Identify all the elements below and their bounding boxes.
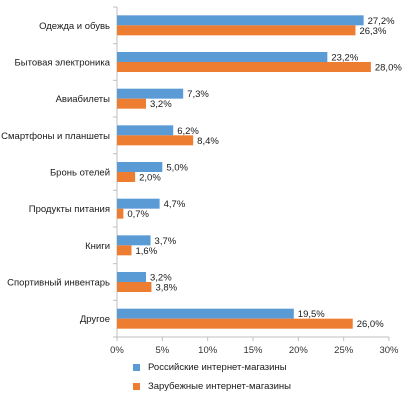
category-label: Другое xyxy=(80,314,110,325)
data-label-foreign: 26,0% xyxy=(357,319,384,330)
category-label: Книги xyxy=(85,241,110,252)
category-label: Смартфоны и планшеты xyxy=(1,131,110,142)
legend-item-foreign: Зарубежные интернет-магазины xyxy=(133,381,408,392)
x-tick-label: 15% xyxy=(243,345,263,356)
data-label-russian: 7,3% xyxy=(187,89,209,100)
data-label-russian: 3,2% xyxy=(150,273,172,284)
category-label: Бытовая электроника xyxy=(15,58,111,69)
x-tick-label: 0% xyxy=(110,345,124,356)
x-tick-label: 10% xyxy=(198,345,218,356)
data-label-foreign: 0,7% xyxy=(127,209,149,220)
bar-foreign xyxy=(117,25,356,36)
bar-foreign xyxy=(117,172,136,182)
data-label-foreign: 1,6% xyxy=(136,246,158,257)
data-label-russian: 6,2% xyxy=(177,126,199,137)
legend-label-russian: Российские интернет-магазины xyxy=(148,362,287,373)
bar-russian xyxy=(117,235,151,246)
data-label-russian: 27,2% xyxy=(368,16,395,27)
data-label-russian: 4,7% xyxy=(164,199,186,210)
bar-foreign xyxy=(117,245,132,256)
legend-swatch-russian xyxy=(133,364,140,371)
category-label: Продукты питания xyxy=(29,204,110,215)
legend-label-foreign: Зарубежные интернет-магазины xyxy=(148,381,291,392)
x-tick-label: 25% xyxy=(334,345,354,356)
bar-foreign xyxy=(117,98,147,109)
bar-foreign xyxy=(117,62,371,72)
category-label: Одежда и обувь xyxy=(39,21,110,32)
bar-russian xyxy=(117,52,328,62)
bar-foreign xyxy=(117,318,353,329)
data-label-foreign: 3,8% xyxy=(155,283,177,294)
legend-swatch-foreign xyxy=(133,383,140,390)
bar-foreign xyxy=(117,282,152,292)
data-label-russian: 19,5% xyxy=(298,309,325,320)
bar-foreign xyxy=(117,135,194,146)
data-label-foreign: 28,0% xyxy=(375,63,402,74)
x-tick-label: 20% xyxy=(289,345,309,356)
data-label-foreign: 8,4% xyxy=(197,136,219,147)
category-label: Авиабилеты xyxy=(56,94,111,105)
data-label-foreign: 26,3% xyxy=(359,26,386,37)
bar-russian xyxy=(117,162,163,172)
x-tick-label: 5% xyxy=(155,345,169,356)
legend-item-russian: Российские интернет-магазины xyxy=(133,362,408,373)
bar-russian xyxy=(117,88,184,99)
category-label: Бронь отелей xyxy=(50,168,110,179)
data-label-russian: 23,2% xyxy=(331,53,358,64)
bar-russian xyxy=(117,15,364,26)
data-label-russian: 3,7% xyxy=(155,236,177,247)
data-label-russian: 5,0% xyxy=(166,163,188,174)
bar-russian xyxy=(117,272,147,282)
bar-russian xyxy=(117,198,160,209)
data-label-foreign: 2,0% xyxy=(139,173,161,184)
bar-russian xyxy=(117,308,294,319)
bar-foreign xyxy=(117,208,124,219)
data-label-foreign: 3,2% xyxy=(150,99,172,110)
category-label: Спортивный инвентарь xyxy=(7,278,110,289)
bar-russian xyxy=(117,125,174,136)
x-tick-label: 30% xyxy=(379,345,399,356)
